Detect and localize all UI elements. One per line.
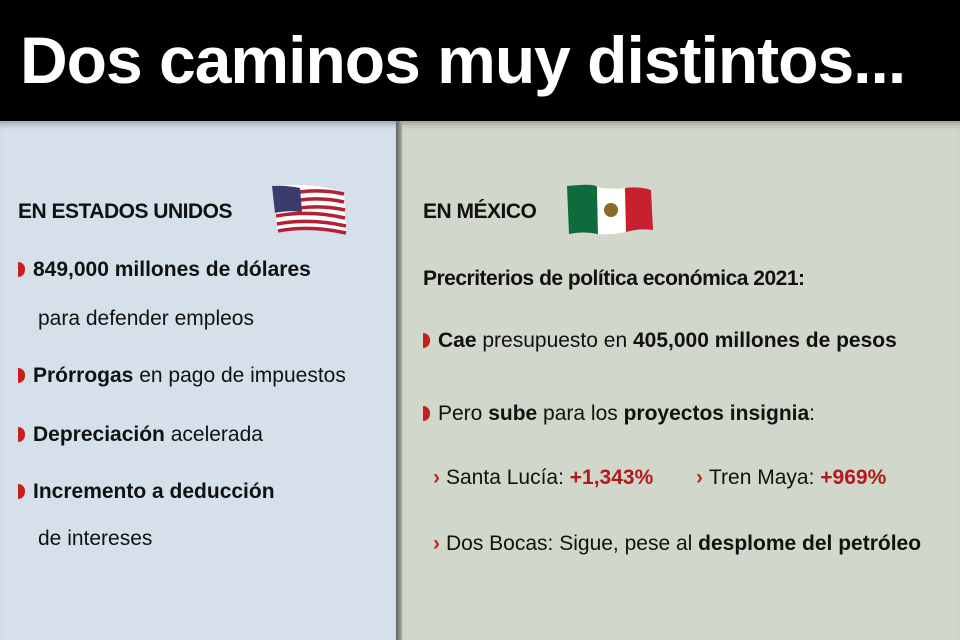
mexico-flag-icon bbox=[567, 184, 653, 235]
divider bbox=[396, 121, 402, 640]
bullet-icon bbox=[423, 333, 430, 348]
mexico-item-1: Cae presupuesto en 405,000 millones de p… bbox=[423, 329, 897, 353]
us-flag-icon bbox=[272, 184, 347, 235]
page-title: Dos caminos muy distintos... bbox=[20, 23, 906, 97]
chevron-right-icon: › bbox=[433, 532, 440, 555]
chevron-right-icon: › bbox=[696, 466, 703, 489]
bullet-icon bbox=[423, 406, 430, 421]
usa-item-3: Depreciación acelerada bbox=[18, 423, 263, 447]
mexico-heading: EN MÉXICO bbox=[423, 200, 537, 223]
bullet-icon bbox=[18, 262, 25, 277]
project-tren-maya: › Tren Maya: +969% bbox=[696, 466, 887, 489]
usa-item-1: 849,000 millones de dólares bbox=[18, 258, 311, 282]
usa-heading: EN ESTADOS UNIDOS bbox=[18, 200, 232, 223]
usa-item-1-line2: para defender empleos bbox=[38, 307, 254, 330]
project-santa-lucia: › Santa Lucía: +1,343% bbox=[433, 466, 654, 489]
mexico-subtitle: Precriterios de política económica 2021: bbox=[423, 267, 805, 290]
bullet-icon bbox=[18, 427, 25, 442]
project-dos-bocas: › Dos Bocas: Sigue, pese al desplome del … bbox=[433, 532, 922, 555]
usa-item-4: Incremento a deducción bbox=[18, 480, 275, 504]
usa-item-2: Prórrogas en pago de impuestos bbox=[18, 364, 346, 388]
chevron-right-icon: › bbox=[433, 466, 440, 489]
bullet-icon bbox=[18, 368, 25, 383]
bullet-icon bbox=[18, 484, 25, 499]
mexico-item-2: Pero sube para los proyectos insignia: bbox=[423, 402, 815, 426]
header: Dos caminos muy distintos... bbox=[0, 0, 960, 121]
usa-item-4-line2: de intereses bbox=[38, 527, 153, 550]
mexico-panel bbox=[402, 121, 960, 640]
